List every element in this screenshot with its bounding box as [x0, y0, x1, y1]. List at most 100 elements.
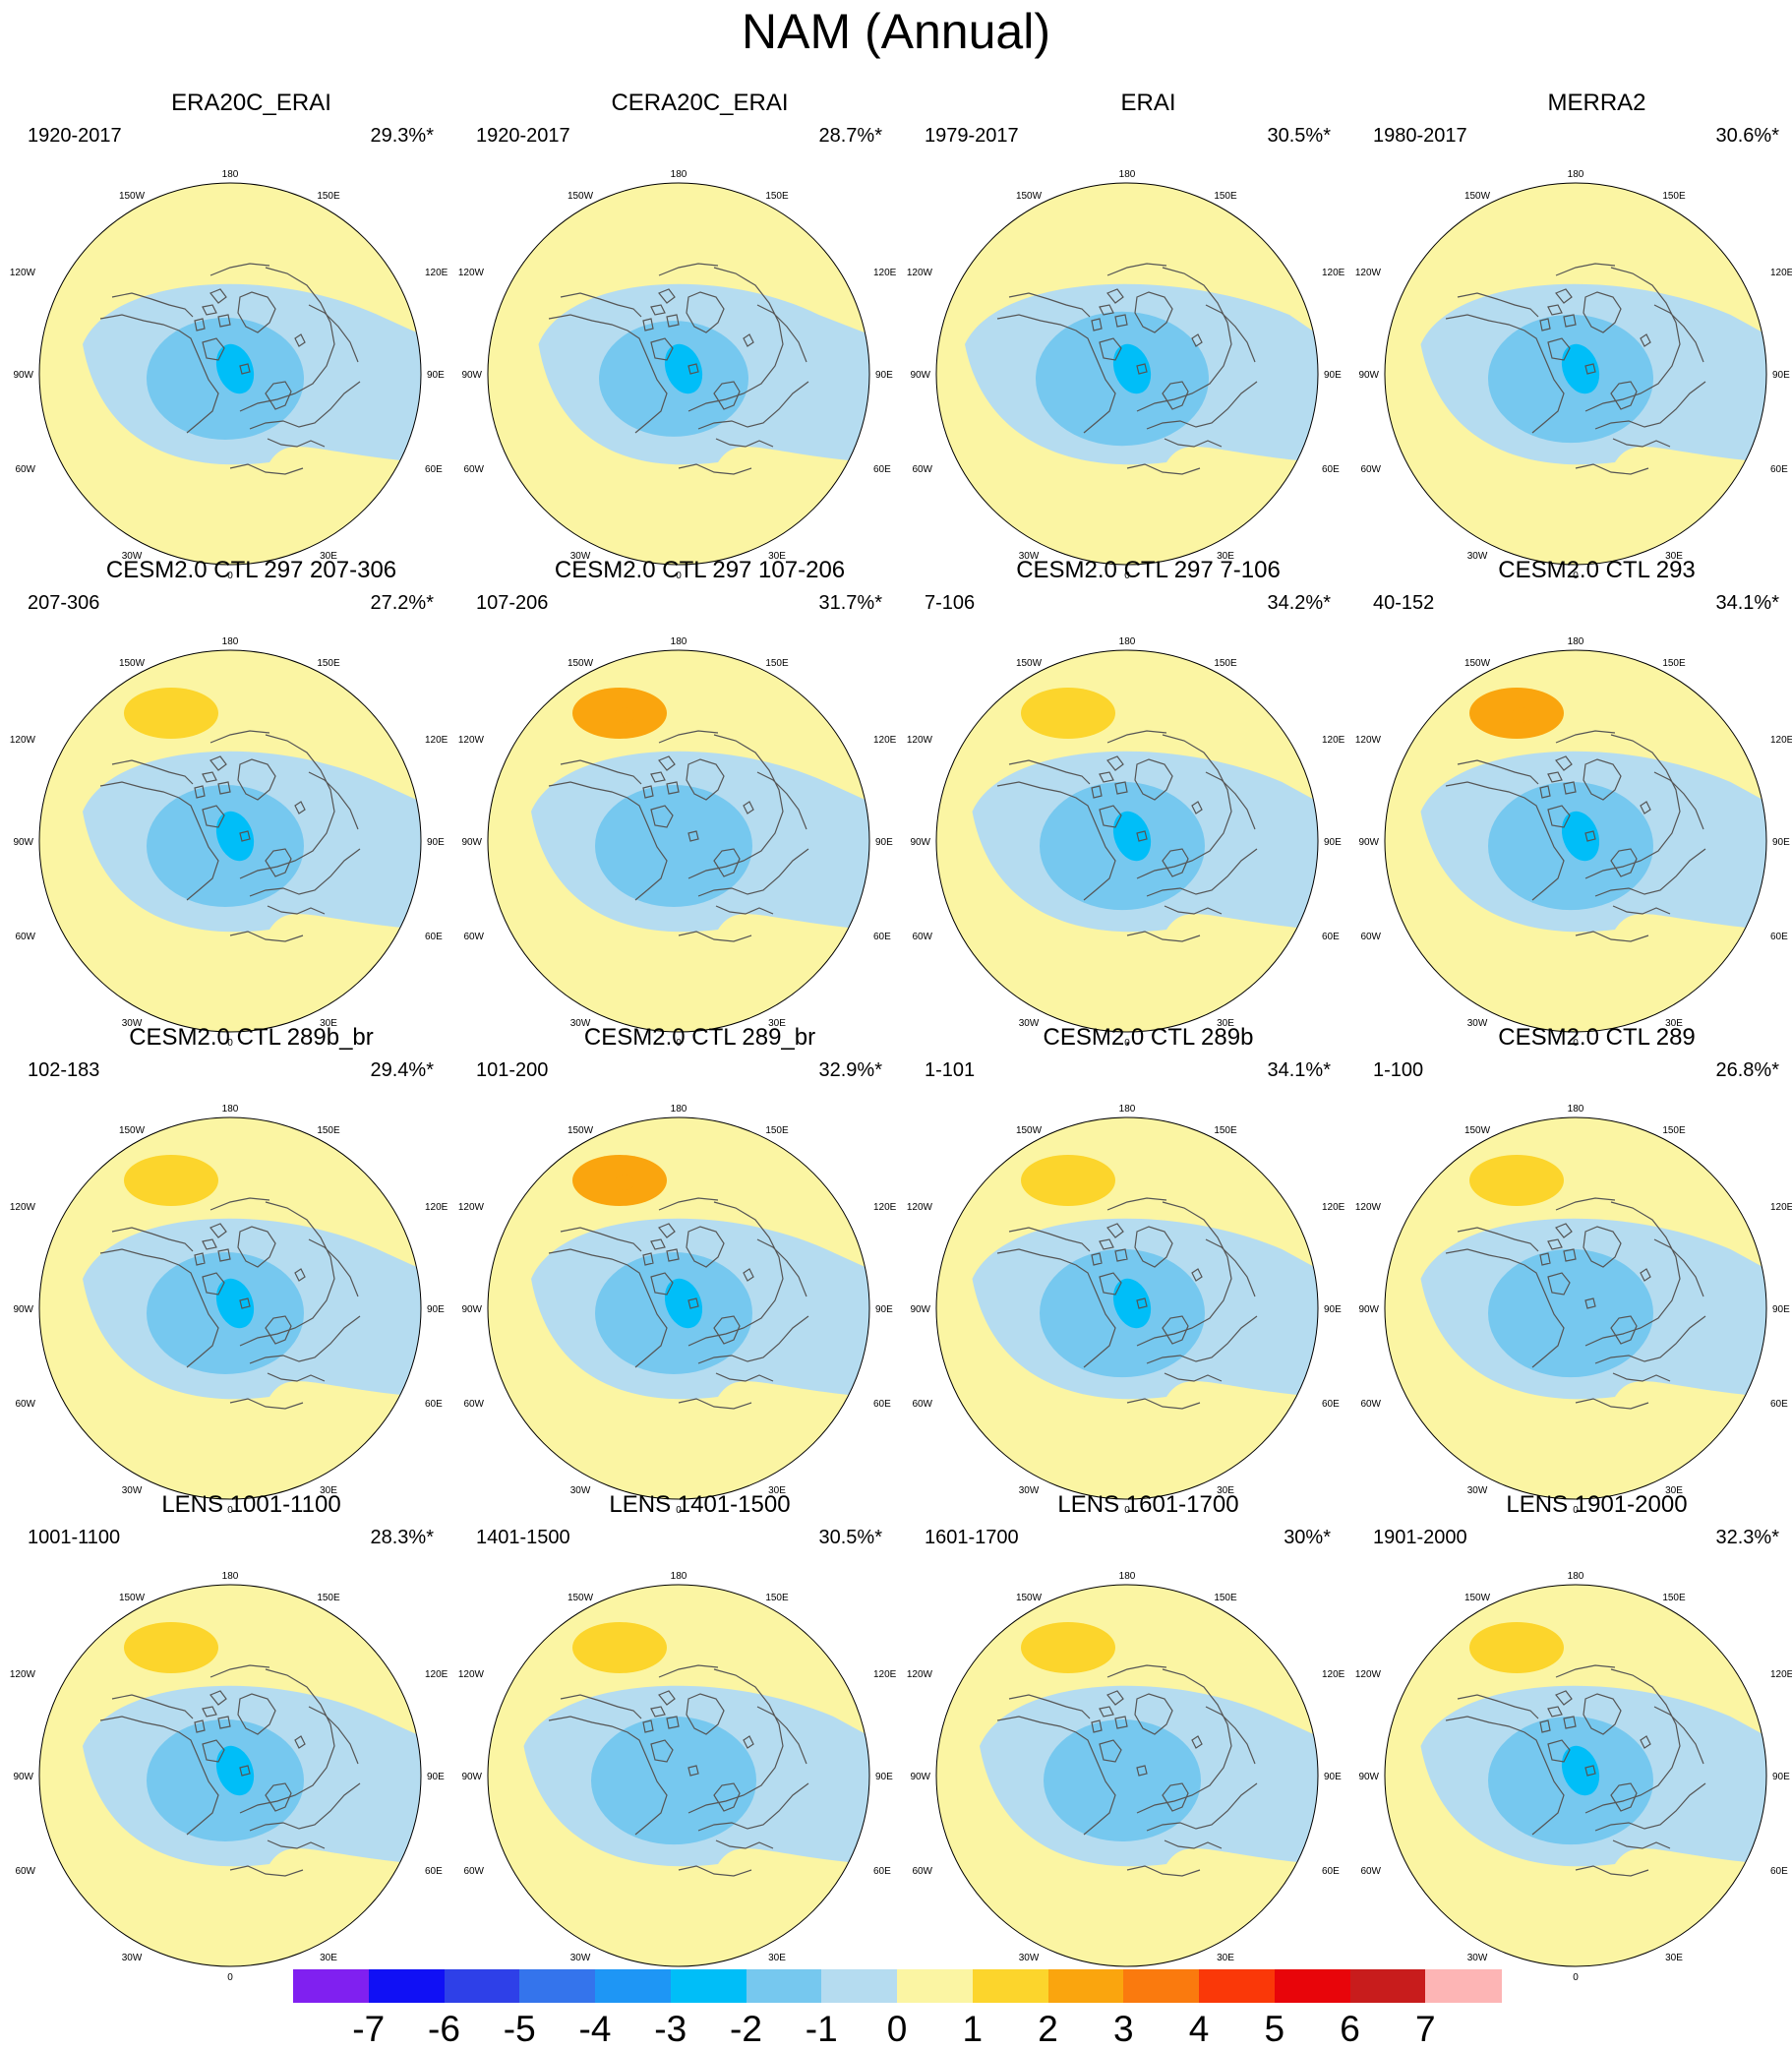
longitude-label: 30W — [1019, 1018, 1040, 1029]
longitude-label: 180 — [671, 169, 687, 180]
longitude-label: 180 — [1119, 1104, 1136, 1115]
longitude-label: 150W — [1464, 191, 1491, 202]
longitude-label: 60E — [425, 464, 443, 475]
longitude-label: 0 — [227, 1038, 233, 1049]
panel-title: LENS 1401-1500 — [609, 1491, 791, 1518]
longitude-label: 180 — [222, 636, 239, 647]
longitude-label: 150W — [1464, 658, 1491, 669]
longitude-label: 0 — [1124, 1505, 1130, 1516]
panel-years: 1920-2017 — [28, 125, 122, 147]
longitude-label: 60W — [15, 464, 35, 475]
longitude-label: 90E — [427, 1304, 445, 1315]
map-boundary — [935, 1116, 1319, 1500]
colorbar-swatch — [444, 1969, 520, 2003]
longitude-label: 0 — [1124, 1038, 1130, 1049]
longitude-label: 30W — [122, 1953, 143, 1963]
longitude-label: 30E — [320, 1953, 337, 1963]
longitude-label: 150E — [765, 658, 789, 669]
longitude-label: 30E — [320, 1485, 337, 1496]
map-panel: CESM2.0 CTL 297 7-106 7-106 34.2%* 180 150W 1… — [907, 556, 1372, 1049]
longitude-label: 90W — [1358, 1304, 1379, 1315]
polar-low-core — [1561, 811, 1600, 862]
longitude-label: 60E — [1322, 1399, 1340, 1410]
longitude-label: 60E — [425, 932, 443, 942]
panel-variance-percent: 27.2%* — [370, 592, 435, 614]
longitude-label: 120W — [458, 1669, 485, 1680]
longitude-label: 150W — [567, 658, 594, 669]
colorbar-tick-label: -3 — [654, 2009, 687, 2049]
longitude-label: 0 — [1573, 571, 1579, 581]
longitude-label: 180 — [1119, 1571, 1136, 1582]
longitude-label: 30E — [1217, 1953, 1234, 1963]
panel-title: ERAI — [1120, 90, 1176, 116]
panel-title: LENS 1901-2000 — [1506, 1491, 1688, 1518]
polar-low-contour — [1488, 1248, 1653, 1378]
panel-title: CESM2.0 CTL 293 — [1498, 557, 1696, 583]
longitude-label: 150E — [317, 191, 340, 202]
longitude-label: 120E — [873, 268, 897, 278]
polar-low-core — [215, 1278, 255, 1329]
panel-variance-percent: 32.9%* — [818, 1059, 883, 1081]
longitude-label: 90W — [461, 1304, 482, 1315]
colorbar-swatch — [1123, 1969, 1200, 2003]
longitude-label: 30E — [768, 1018, 786, 1029]
longitude-label: 90E — [1324, 837, 1342, 848]
longitude-label: 90E — [427, 837, 445, 848]
longitude-label: 150W — [119, 191, 146, 202]
panel-years: 40-152 — [1373, 592, 1435, 614]
panel-variance-percent: 29.3%* — [370, 125, 435, 147]
longitude-label: 180 — [671, 1571, 687, 1582]
map-boundary — [487, 1584, 870, 1967]
map-panel: LENS 1901-2000 1901-2000 32.3%* 180 150W 150E… — [1355, 1490, 1792, 1983]
longitude-label: 60E — [1322, 932, 1340, 942]
panel-variance-percent: 28.7%* — [818, 125, 883, 147]
longitude-label: 180 — [1568, 1104, 1584, 1115]
panel-title: ERA20C_ERAI — [171, 90, 331, 116]
longitude-label: 150E — [1662, 1125, 1686, 1136]
panel-title: CESM2.0 CTL 297 7-106 — [1016, 557, 1281, 583]
longitude-label: 120W — [907, 735, 933, 746]
panel-title: CESM2.0 CTL 289 — [1498, 1024, 1696, 1051]
panel-years: 1-101 — [925, 1059, 976, 1081]
longitude-label: 150E — [765, 1593, 789, 1603]
panel-variance-percent: 28.3%* — [370, 1527, 435, 1548]
map-boundary — [38, 182, 422, 566]
longitude-label: 60W — [1360, 1866, 1381, 1877]
colorbar-tick-label: -1 — [805, 2009, 838, 2049]
longitude-label: 60W — [463, 1399, 484, 1410]
longitude-label: 150W — [1016, 658, 1043, 669]
longitude-label: 150E — [1662, 191, 1686, 202]
longitude-label: 60E — [873, 1866, 891, 1877]
longitude-label: 60W — [15, 1866, 35, 1877]
pacific-ridge-contour — [572, 1622, 667, 1673]
longitude-label: 120E — [1770, 268, 1792, 278]
longitude-label: 30E — [768, 1485, 786, 1496]
longitude-label: 150W — [567, 1593, 594, 1603]
longitude-label: 180 — [222, 1571, 239, 1582]
polar-low-core — [1112, 811, 1152, 862]
longitude-label: 60W — [912, 1866, 932, 1877]
colorbar-tick-label: 1 — [962, 2009, 984, 2049]
pacific-ridge-contour — [1021, 688, 1115, 739]
map-panel: LENS 1401-1500 1401-1500 30.5%* 180 150W 150E… — [458, 1490, 924, 1983]
colorbar-tick-label: 4 — [1188, 2009, 1210, 2049]
panel-title: LENS 1601-1700 — [1057, 1491, 1239, 1518]
longitude-label: 150W — [1464, 1125, 1491, 1136]
longitude-label: 120W — [1355, 1202, 1382, 1213]
longitude-label: 120W — [458, 735, 485, 746]
longitude-label: 150E — [317, 1125, 340, 1136]
longitude-label: 150W — [1464, 1593, 1491, 1603]
longitude-label: 180 — [1568, 1571, 1584, 1582]
longitude-label: 150E — [1214, 191, 1237, 202]
longitude-label: 120E — [1770, 735, 1792, 746]
polar-low-core — [664, 1278, 703, 1329]
longitude-label: 150E — [317, 658, 340, 669]
longitude-label: 60W — [912, 932, 932, 942]
longitude-label: 60E — [873, 464, 891, 475]
longitude-label: 60W — [912, 464, 932, 475]
map-panel: LENS 1601-1700 1601-1700 30%* 180 150W 150E 12… — [907, 1490, 1372, 1983]
colorbar-tick-label: 6 — [1340, 2009, 1360, 2049]
longitude-label: 150E — [765, 1125, 789, 1136]
